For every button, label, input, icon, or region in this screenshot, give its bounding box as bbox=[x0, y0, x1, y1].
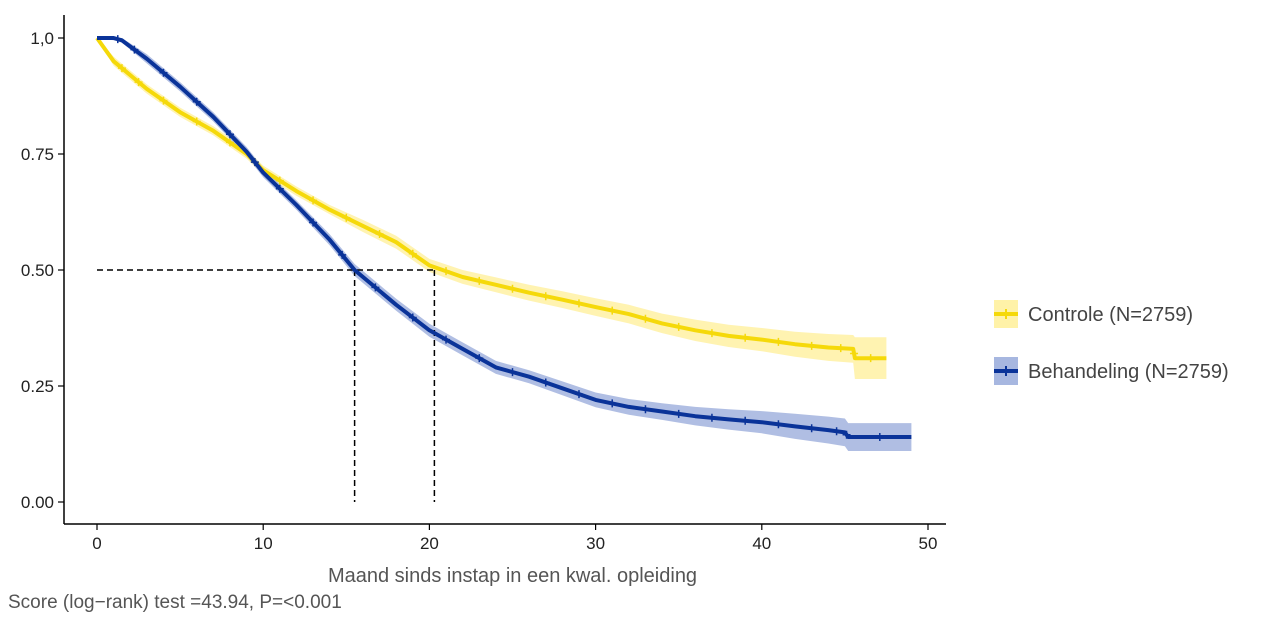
controle-censor-mark bbox=[442, 267, 451, 276]
behandeling-censor-mark bbox=[275, 184, 284, 193]
behandeling-censor-mark bbox=[113, 35, 122, 44]
x-tick-label: 20 bbox=[420, 534, 439, 553]
controle-censor-mark bbox=[309, 196, 318, 205]
controle-censor-mark bbox=[134, 78, 143, 87]
y-tick-label: 1,0 bbox=[30, 29, 54, 48]
behandeling-censor-mark bbox=[225, 130, 234, 139]
behandeling-censor-mark bbox=[475, 354, 484, 363]
controle-censor-mark bbox=[117, 64, 126, 73]
controle-censor-mark bbox=[342, 213, 351, 222]
controle-censor-mark bbox=[774, 337, 783, 346]
behandeling-legend-label: Behandeling (N=2759) bbox=[1028, 361, 1229, 383]
x-tick-label: 10 bbox=[254, 534, 273, 553]
x-tick-label: 30 bbox=[586, 534, 605, 553]
behandeling-censor-mark bbox=[338, 250, 347, 259]
behandeling-censor-mark bbox=[192, 97, 201, 106]
behandeling-censor-mark bbox=[574, 390, 583, 399]
x-tick-label: 50 bbox=[919, 534, 938, 553]
x-axis-title: Maand sinds instap in een kwal. opleidin… bbox=[328, 565, 697, 587]
behandeling-censor-mark bbox=[130, 45, 139, 54]
controle-censor-mark bbox=[574, 299, 583, 308]
behandeling-survival-line bbox=[97, 36, 912, 439]
behandeling-censor-mark bbox=[608, 399, 617, 408]
behandeling-censor-mark bbox=[250, 158, 259, 167]
behandeling-censor-mark bbox=[541, 378, 550, 387]
behandeling-censor-mark bbox=[641, 405, 650, 414]
controle-censor-mark bbox=[836, 344, 845, 353]
behandeling-censor-mark bbox=[875, 433, 884, 442]
controle-censor-mark bbox=[807, 341, 816, 350]
y-tick-label: 0.75 bbox=[21, 145, 54, 164]
controle-censor-mark bbox=[641, 314, 650, 323]
behandeling-censor-mark bbox=[707, 413, 716, 422]
controle-legend-label: Controle (N=2759) bbox=[1028, 304, 1193, 326]
controle-censor-mark bbox=[475, 276, 484, 285]
controle-censor-mark bbox=[850, 349, 859, 358]
controle-censor-mark bbox=[866, 354, 875, 363]
x-tick-label: 40 bbox=[752, 534, 771, 553]
x-tick-label: 0 bbox=[92, 534, 101, 553]
behandeling-censor-mark bbox=[309, 218, 318, 227]
axes: 0.00 0.25 0.50 0.75 1,0 0 10 20 30 40 50 Maand sind… bbox=[21, 15, 946, 587]
y-tick-label: 0.50 bbox=[21, 261, 54, 280]
median-guides bbox=[97, 269, 436, 502]
y-tick-label: 0.25 bbox=[21, 377, 54, 396]
controle-confidence-band bbox=[97, 38, 887, 379]
confidence-bands bbox=[97, 38, 912, 451]
controle-censor-mark bbox=[275, 176, 284, 185]
controle-censor-mark bbox=[741, 333, 750, 342]
controle-censor-mark bbox=[541, 292, 550, 301]
behandeling-censor-mark bbox=[408, 313, 417, 322]
controle-censor-mark bbox=[674, 322, 683, 331]
controle-censor-mark bbox=[159, 96, 168, 105]
behandeling-censor-mark bbox=[741, 416, 750, 425]
behandeling-censor-mark bbox=[371, 283, 380, 292]
log-rank-caption: Score (log−rank) test =43.94, P=<0.001 bbox=[8, 592, 342, 613]
controle-survival-line bbox=[95, 36, 887, 361]
controle-censor-mark bbox=[408, 249, 417, 258]
behandeling-censor-mark bbox=[842, 430, 851, 439]
y-tick-label: 0.00 bbox=[21, 493, 54, 512]
behandeling-censor-mark bbox=[832, 427, 841, 436]
behandeling-censor-mark bbox=[508, 368, 517, 377]
behandeling-censor-mark bbox=[159, 68, 168, 77]
controle-censor-mark bbox=[225, 138, 234, 147]
survival-curves bbox=[95, 35, 912, 442]
controle-censor-mark bbox=[508, 284, 517, 293]
behandeling-censor-mark bbox=[807, 424, 816, 433]
behandeling-censor-mark bbox=[774, 420, 783, 429]
controle-censor-mark bbox=[375, 230, 384, 239]
controle-censor-mark bbox=[192, 117, 201, 126]
legend: Controle (N=2759) Behandeling (N=2759) bbox=[994, 300, 1229, 385]
behandeling-confidence-band bbox=[97, 38, 912, 451]
behandeling-censor-mark bbox=[674, 409, 683, 418]
controle-censor-mark bbox=[608, 306, 617, 315]
controle-censor-mark bbox=[707, 329, 716, 338]
behandeling-censor-mark bbox=[442, 335, 451, 344]
